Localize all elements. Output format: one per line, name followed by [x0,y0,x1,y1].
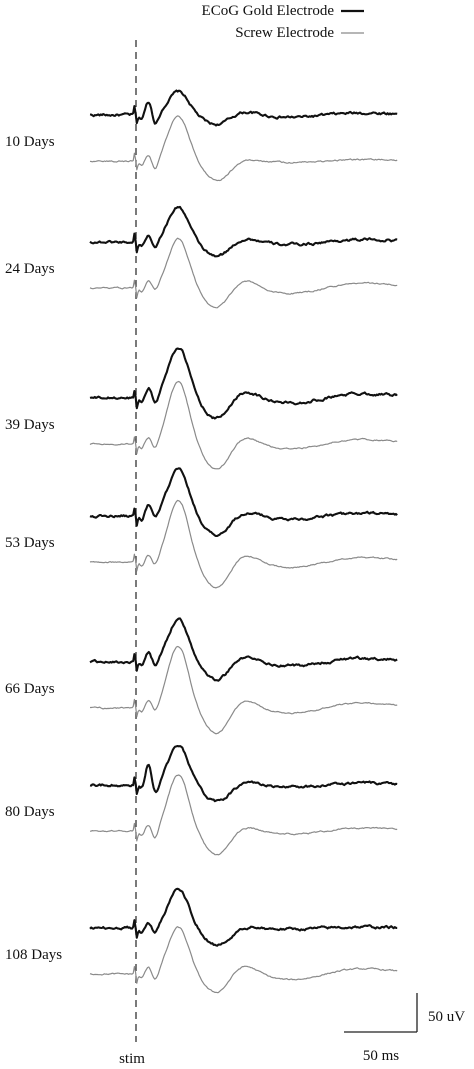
panel-day-label: 66 Days [5,681,55,697]
panel-day-label: 10 Days [5,134,55,150]
panel: 108 Days [5,887,398,994]
scale-bar-amplitude-label: 50 uV [428,1009,465,1025]
panel-day-label: 24 Days [5,261,55,277]
scale-bar: 50 uV 50 ms [344,993,465,1064]
panel-day-label: 108 Days [5,947,62,963]
screw-electrode-trace [89,774,398,856]
legend-label-screw: Screw Electrode [235,25,334,41]
panel: 53 Days [5,467,398,589]
screw-electrode-trace [89,926,398,994]
gold-electrode-trace [89,205,398,258]
panel-day-label: 53 Days [5,535,55,551]
legend: ECoG Gold Electrode Screw Electrode [202,3,364,41]
screw-electrode-trace [90,645,398,735]
gold-electrode-trace [89,887,398,947]
panel-day-label: 39 Days [5,417,55,433]
scale-bar-time-label: 50 ms [363,1048,399,1064]
screw-electrode-trace [89,237,398,309]
screw-electrode-trace [89,499,398,589]
panel: 66 Days [5,617,398,735]
gold-electrode-trace [89,617,398,682]
screw-electrode-trace [89,115,398,182]
gold-electrode-trace [89,467,398,538]
panels: 10 Days 24 Days 39 Days 53 Days 66 Days 80 Da… [5,89,398,994]
panel-day-label: 80 Days [5,804,55,820]
panel: 10 Days [5,89,398,182]
gold-electrode-trace [89,89,398,127]
stim-label: stim [119,1051,145,1067]
panel: 39 Days [5,347,398,470]
screw-electrode-trace [89,380,398,470]
panel: 80 Days [5,744,398,856]
gold-electrode-trace [89,744,398,803]
gold-electrode-trace [89,347,398,420]
legend-label-gold: ECoG Gold Electrode [202,3,335,19]
panel: 24 Days [5,205,398,309]
